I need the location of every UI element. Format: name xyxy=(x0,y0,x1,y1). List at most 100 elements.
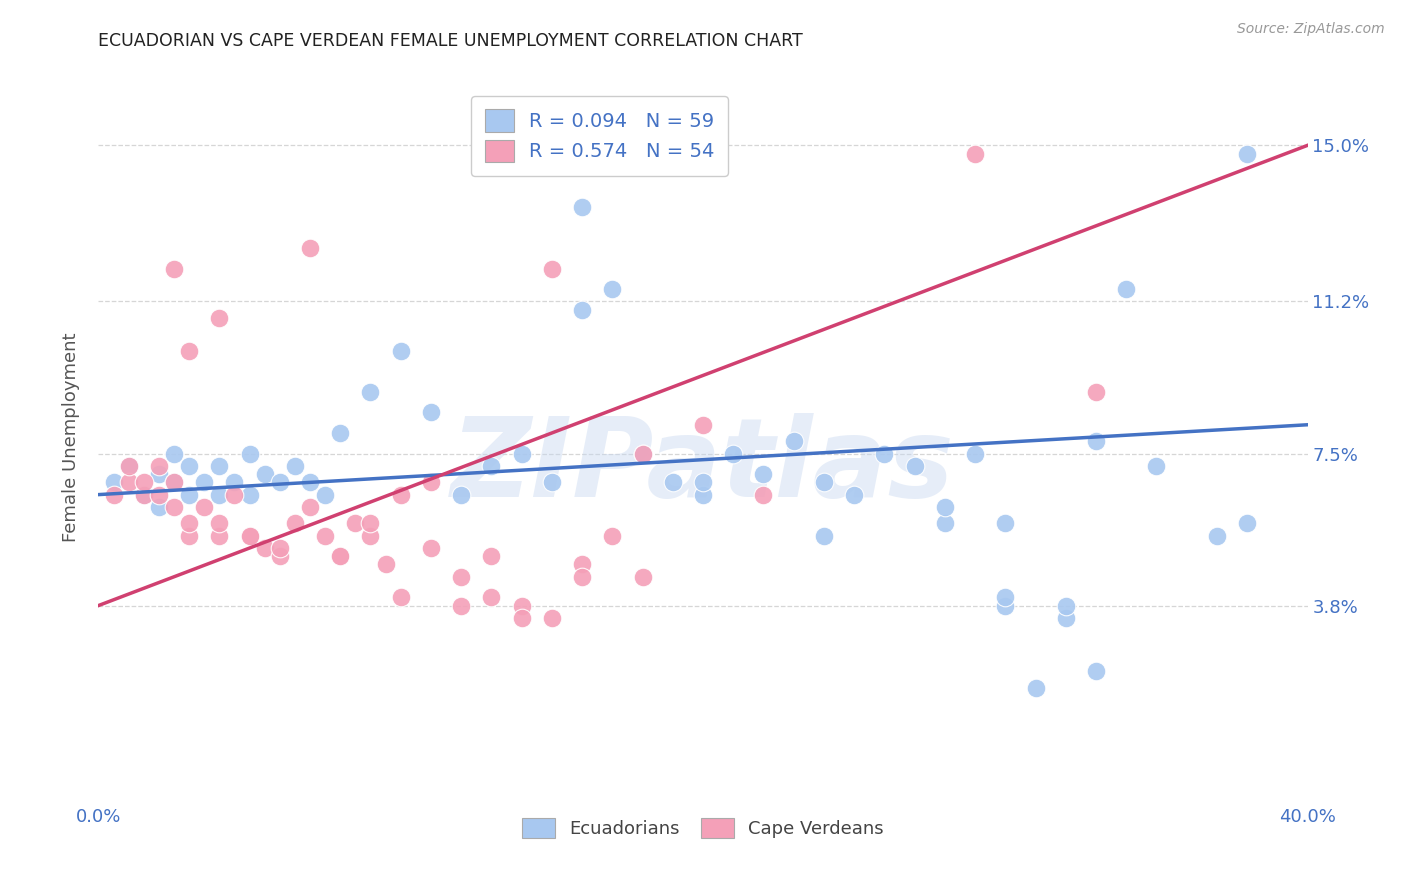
Point xyxy=(873,446,896,460)
Point xyxy=(253,467,276,481)
Point xyxy=(1144,458,1167,473)
Point xyxy=(118,458,141,473)
Point xyxy=(284,516,307,531)
Point xyxy=(692,487,714,501)
Point xyxy=(103,475,125,490)
Point xyxy=(148,500,170,514)
Point xyxy=(179,343,201,358)
Point xyxy=(224,487,246,501)
Point xyxy=(344,516,367,531)
Point xyxy=(103,487,125,501)
Point xyxy=(813,529,835,543)
Point xyxy=(1236,516,1258,531)
Text: ZIPatlas: ZIPatlas xyxy=(451,413,955,520)
Point xyxy=(389,343,412,358)
Point xyxy=(934,500,956,514)
Point xyxy=(813,475,835,490)
Point xyxy=(571,570,593,584)
Point xyxy=(284,458,307,473)
Legend: Ecuadorians, Cape Verdeans: Ecuadorians, Cape Verdeans xyxy=(515,811,891,845)
Point xyxy=(571,200,593,214)
Point xyxy=(481,458,503,473)
Point xyxy=(450,487,472,501)
Point xyxy=(1085,384,1108,399)
Point xyxy=(132,475,155,490)
Point xyxy=(193,475,215,490)
Point xyxy=(163,475,186,490)
Point xyxy=(844,487,866,501)
Point xyxy=(631,570,654,584)
Point xyxy=(904,458,927,473)
Point xyxy=(374,558,396,572)
Point xyxy=(329,549,352,564)
Point xyxy=(752,467,775,481)
Point xyxy=(994,516,1017,531)
Point xyxy=(481,591,503,605)
Point xyxy=(299,500,322,514)
Point xyxy=(314,529,336,543)
Text: Source: ZipAtlas.com: Source: ZipAtlas.com xyxy=(1237,22,1385,37)
Point xyxy=(540,261,562,276)
Point xyxy=(299,475,322,490)
Point xyxy=(239,529,262,543)
Point xyxy=(965,446,987,460)
Point xyxy=(994,591,1017,605)
Point xyxy=(965,146,987,161)
Point xyxy=(1054,611,1077,625)
Point xyxy=(692,417,714,432)
Point xyxy=(314,487,336,501)
Point xyxy=(540,611,562,625)
Point xyxy=(752,487,775,501)
Point xyxy=(208,487,231,501)
Point xyxy=(193,500,215,514)
Point xyxy=(118,458,141,473)
Point xyxy=(179,529,201,543)
Y-axis label: Female Unemployment: Female Unemployment xyxy=(62,333,80,541)
Point xyxy=(1206,529,1229,543)
Point xyxy=(1085,434,1108,449)
Point xyxy=(329,425,352,440)
Point xyxy=(208,458,231,473)
Point xyxy=(1024,681,1046,695)
Point xyxy=(571,302,593,317)
Point xyxy=(269,475,291,490)
Point xyxy=(934,516,956,531)
Point xyxy=(1115,282,1137,296)
Point xyxy=(253,541,276,555)
Point xyxy=(1085,665,1108,679)
Point xyxy=(783,434,806,449)
Point xyxy=(179,487,201,501)
Point xyxy=(269,541,291,555)
Point xyxy=(723,446,745,460)
Point xyxy=(510,611,533,625)
Point xyxy=(208,310,231,325)
Point xyxy=(360,516,382,531)
Point xyxy=(602,282,624,296)
Point xyxy=(571,558,593,572)
Point xyxy=(631,446,654,460)
Point xyxy=(208,516,231,531)
Point xyxy=(269,549,291,564)
Point xyxy=(481,549,503,564)
Point xyxy=(994,599,1017,613)
Point xyxy=(239,529,262,543)
Point xyxy=(118,475,141,490)
Point xyxy=(329,549,352,564)
Text: ECUADORIAN VS CAPE VERDEAN FEMALE UNEMPLOYMENT CORRELATION CHART: ECUADORIAN VS CAPE VERDEAN FEMALE UNEMPL… xyxy=(98,32,803,50)
Point xyxy=(163,475,186,490)
Point xyxy=(450,570,472,584)
Point xyxy=(389,487,412,501)
Point xyxy=(208,529,231,543)
Point xyxy=(163,446,186,460)
Point xyxy=(360,384,382,399)
Point xyxy=(450,599,472,613)
Point xyxy=(540,475,562,490)
Point xyxy=(420,541,443,555)
Point xyxy=(239,446,262,460)
Point xyxy=(148,458,170,473)
Point xyxy=(661,475,683,490)
Point xyxy=(239,487,262,501)
Point xyxy=(602,529,624,543)
Point xyxy=(299,241,322,255)
Point xyxy=(631,446,654,460)
